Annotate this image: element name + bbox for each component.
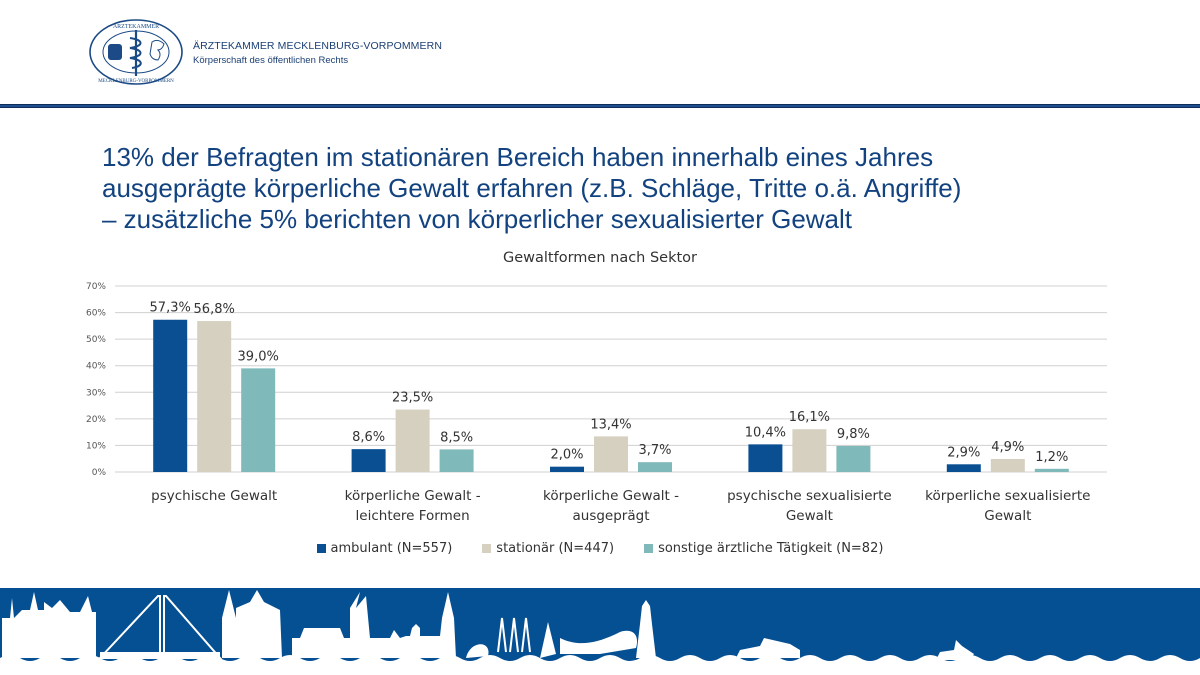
legend-label-stationaer: stationär (N=447) xyxy=(496,541,615,556)
bar-stationaer xyxy=(594,436,628,472)
bar-stationaer xyxy=(990,458,1025,472)
data-label: 56,8% xyxy=(194,302,235,317)
data-label: 10,4% xyxy=(745,425,786,440)
data-label: 1,2% xyxy=(1035,450,1068,465)
bar-sonstige xyxy=(638,462,672,472)
y-tick-label: 50% xyxy=(86,335,106,345)
footer-skyline-banner xyxy=(0,588,1200,675)
x-category-label: körperliche sexualisierte xyxy=(925,488,1090,504)
data-label: 16,1% xyxy=(789,410,830,425)
bar-sonstige xyxy=(836,445,871,472)
legend-swatch-stationaer xyxy=(482,544,492,553)
data-label: 57,3% xyxy=(150,301,191,316)
y-tick-label: 10% xyxy=(86,441,106,451)
data-label: 8,6% xyxy=(352,430,385,445)
bar-ambulant xyxy=(153,319,188,472)
legend-item-ambulant: ambulant (N=557) xyxy=(316,541,453,556)
legend-label-ambulant: ambulant (N=557) xyxy=(330,541,453,556)
bar-ambulant xyxy=(550,466,584,472)
x-category-label: Gewalt xyxy=(786,508,833,524)
y-tick-label: 40% xyxy=(86,362,106,372)
skyline-silhouette xyxy=(2,590,974,660)
bar-stationaer xyxy=(792,429,827,472)
legend-label-sonstige: sonstige ärztliche Tätigkeit (N=82) xyxy=(658,541,884,556)
bar-stationaer xyxy=(197,321,232,472)
x-category-label: körperliche Gewalt - xyxy=(543,488,679,504)
bar-ambulant xyxy=(946,464,981,472)
x-category-label: Gewalt xyxy=(984,508,1031,524)
bar-chart: 0% 10% 20% 30% 40% 50% 60% 70% 57,3% 56,8% 39,0% ps… xyxy=(86,282,1107,524)
header-divider xyxy=(0,104,1200,108)
data-label: 4,9% xyxy=(991,440,1024,455)
legend-swatch-ambulant xyxy=(316,544,326,553)
x-category-label: psychische Gewalt xyxy=(151,488,277,504)
chart-title: Gewaltformen nach Sektor xyxy=(502,250,698,266)
chart-legend: ambulant (N=557) stationär (N=447) sonst… xyxy=(0,541,1200,556)
bar-sonstige xyxy=(439,449,474,472)
logo-top-text: ÄRZTEKAMMER xyxy=(113,23,159,30)
bar-ambulant xyxy=(351,449,386,472)
x-category-label: psychische sexualisierte xyxy=(727,488,892,504)
x-category-label: leichtere Formen xyxy=(356,508,470,524)
org-name: ÄRZTEKAMMER MECKLENBURG-VORPOMMERN xyxy=(193,40,443,52)
data-label: 2,9% xyxy=(947,445,980,460)
y-tick-label: 20% xyxy=(86,415,106,425)
legend-swatch-sonstige xyxy=(644,544,654,553)
logo-bottom-text: MECKLENBURG-VORPOMMERN xyxy=(98,79,174,84)
headline-line-3: – zusätzliche 5% berichten von körperlic… xyxy=(102,204,853,234)
data-label: 13,4% xyxy=(590,417,631,432)
slide-headline: 13% der Befragten im stationären Bereich… xyxy=(102,142,1162,235)
bar-ambulant xyxy=(748,444,783,472)
data-label: 9,8% xyxy=(837,427,870,442)
data-label: 23,5% xyxy=(392,391,433,406)
wave-line xyxy=(0,655,1200,675)
org-subtitle: Körperschaft des öffentlichen Rechts xyxy=(193,55,349,66)
legend-item-sonstige: sonstige ärztliche Tätigkeit (N=82) xyxy=(644,541,883,556)
x-category-label: körperliche Gewalt - xyxy=(345,488,481,504)
data-label: 3,7% xyxy=(638,443,671,458)
data-label: 39,0% xyxy=(238,349,279,364)
bar-sonstige xyxy=(241,368,276,472)
y-tick-label: 70% xyxy=(86,282,106,292)
data-label: 2,0% xyxy=(550,448,583,463)
y-tick-label: 60% xyxy=(86,309,106,319)
y-tick-label: 0% xyxy=(92,468,107,478)
data-label: 8,5% xyxy=(440,430,473,445)
y-tick-label: 30% xyxy=(86,388,106,398)
x-category-label: ausgeprägt xyxy=(573,508,650,524)
headline-line-1: 13% der Befragten im stationären Bereich… xyxy=(102,142,934,172)
aerztekammer-logo: ÄRZTEKAMMER MECKLENBURG-VORPOMMERN xyxy=(89,19,183,85)
bar-sonstige xyxy=(1034,468,1069,472)
headline-line-2: ausgeprägte körperliche Gewalt erfahren … xyxy=(102,173,962,203)
bar-stationaer xyxy=(395,409,430,472)
legend-item-stationaer: stationär (N=447) xyxy=(482,541,614,556)
